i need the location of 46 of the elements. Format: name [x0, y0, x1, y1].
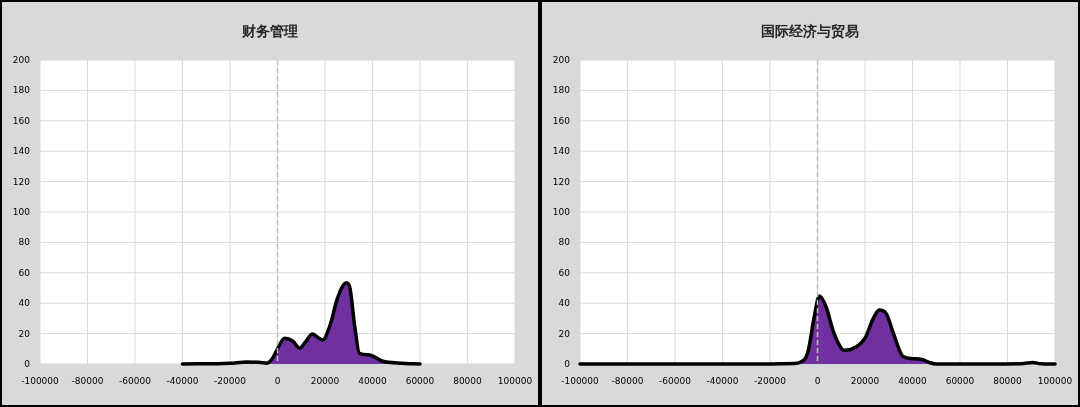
x-tick-label: 20000: [310, 376, 340, 386]
y-tick-label: 120: [12, 176, 31, 187]
y-tick-label: 140: [552, 146, 571, 157]
y-tick-label: 160: [552, 115, 571, 126]
x-tick-label: -20000: [214, 376, 247, 386]
x-tick-label: 20000: [850, 376, 880, 386]
x-tick-label: -20000: [754, 376, 787, 386]
y-tick-label: 160: [12, 115, 31, 126]
y-tick-label: 140: [12, 146, 31, 157]
x-tick-label: 40000: [898, 376, 928, 386]
y-tick-label: 40: [18, 298, 31, 309]
x-tick-label: 40000: [358, 376, 388, 386]
chart-title: 财务管理: [241, 23, 298, 39]
y-tick-label: 60: [18, 267, 31, 278]
y-tick-label: 0: [24, 359, 31, 369]
x-tick-label: 100000: [497, 376, 533, 386]
y-tick-label: 60: [558, 267, 571, 278]
x-tick-label: 80000: [993, 376, 1023, 386]
x-tick-label: -60000: [119, 376, 152, 386]
x-tick-label: -100000: [561, 376, 600, 386]
y-tick-label: 0: [564, 359, 571, 369]
y-tick-label: 200: [12, 55, 31, 65]
y-tick-label: 200: [552, 55, 571, 65]
y-tick-label: 40: [558, 298, 571, 309]
x-tick-label: -40000: [166, 376, 199, 386]
y-tick-label: 100: [12, 207, 31, 217]
y-tick-label: 120: [552, 176, 571, 187]
y-tick-label: 20: [558, 328, 571, 339]
x-tick-label: -80000: [71, 376, 104, 386]
y-tick-label: 180: [552, 85, 571, 96]
y-tick-label: 80: [18, 237, 31, 248]
y-tick-label: 100: [552, 207, 571, 217]
x-tick-label: 60000: [405, 376, 435, 386]
x-tick-label: -80000: [611, 376, 644, 386]
chart-title: 国际经济与贸易: [761, 23, 859, 39]
x-tick-label: 60000: [945, 376, 975, 386]
y-tick-label: 180: [12, 85, 31, 96]
x-tick-label: -100000: [21, 376, 60, 386]
x-tick-label: 0: [274, 376, 281, 386]
y-tick-label: 80: [558, 237, 571, 248]
x-tick-label: 80000: [453, 376, 483, 386]
x-tick-label: 0: [814, 376, 821, 386]
x-tick-label: 100000: [1037, 376, 1073, 386]
x-tick-label: -40000: [706, 376, 739, 386]
x-tick-label: -60000: [659, 376, 692, 386]
y-tick-label: 20: [18, 328, 31, 339]
